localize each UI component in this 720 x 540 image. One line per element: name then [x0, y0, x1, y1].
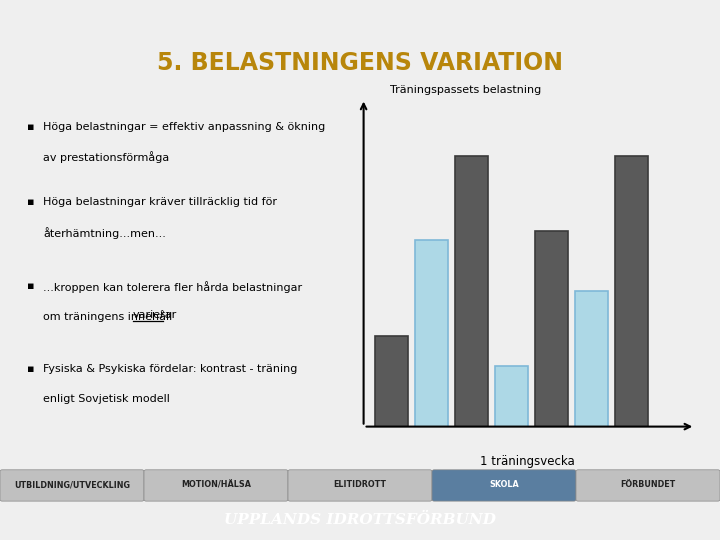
Text: Höga belastningar = effektiv anpassning & ökning: Höga belastningar = effektiv anpassning … [43, 122, 325, 132]
Text: av prestationsförmåga: av prestationsförmåga [43, 151, 169, 163]
Text: Höga belastningar kräver tillräcklig tid för: Höga belastningar kräver tillräcklig tid… [43, 197, 277, 207]
Text: enligt Sovjetisk modell: enligt Sovjetisk modell [43, 394, 170, 404]
Bar [495, 367, 528, 427]
Bar [375, 336, 408, 427]
Text: Träningspassets belastning: Träningspassets belastning [390, 85, 541, 95]
Bar [535, 231, 568, 427]
Text: MOTION/HÄLSA: MOTION/HÄLSA [181, 481, 251, 489]
Text: Fysiska & Psykiska fördelar: kontrast - träning: Fysiska & Psykiska fördelar: kontrast - … [43, 364, 297, 375]
Text: 5. BELASTNINGENS VARIATION: 5. BELASTNINGENS VARIATION [157, 51, 563, 75]
Bar [615, 156, 648, 427]
Text: ...kroppen kan tolerera fler hårda belastningar: ...kroppen kan tolerera fler hårda belas… [43, 281, 302, 293]
Bar [455, 156, 488, 427]
Bar [415, 240, 448, 427]
Text: varierar: varierar [133, 310, 177, 321]
Text: UTBILDNING/UTVECKLING: UTBILDNING/UTVECKLING [14, 481, 130, 489]
Text: om träningens innehåll: om träningens innehåll [43, 310, 179, 322]
Text: återhämtning...men...: återhämtning...men... [43, 227, 166, 239]
Text: UPPLANDS IDROTTSFÖRBUND: UPPLANDS IDROTTSFÖRBUND [224, 512, 496, 527]
Text: SKOLA: SKOLA [489, 481, 519, 489]
Text: FÖRBUNDET: FÖRBUNDET [621, 481, 675, 489]
Text: ▪: ▪ [27, 122, 35, 132]
Text: ▪: ▪ [27, 197, 35, 207]
Text: ▪: ▪ [27, 281, 35, 291]
Text: ELITIDROTT: ELITIDROTT [333, 481, 387, 489]
Bar [575, 291, 608, 427]
Text: ▪: ▪ [27, 364, 35, 375]
Text: 1 träningsvecka: 1 träningsvecka [480, 455, 575, 468]
